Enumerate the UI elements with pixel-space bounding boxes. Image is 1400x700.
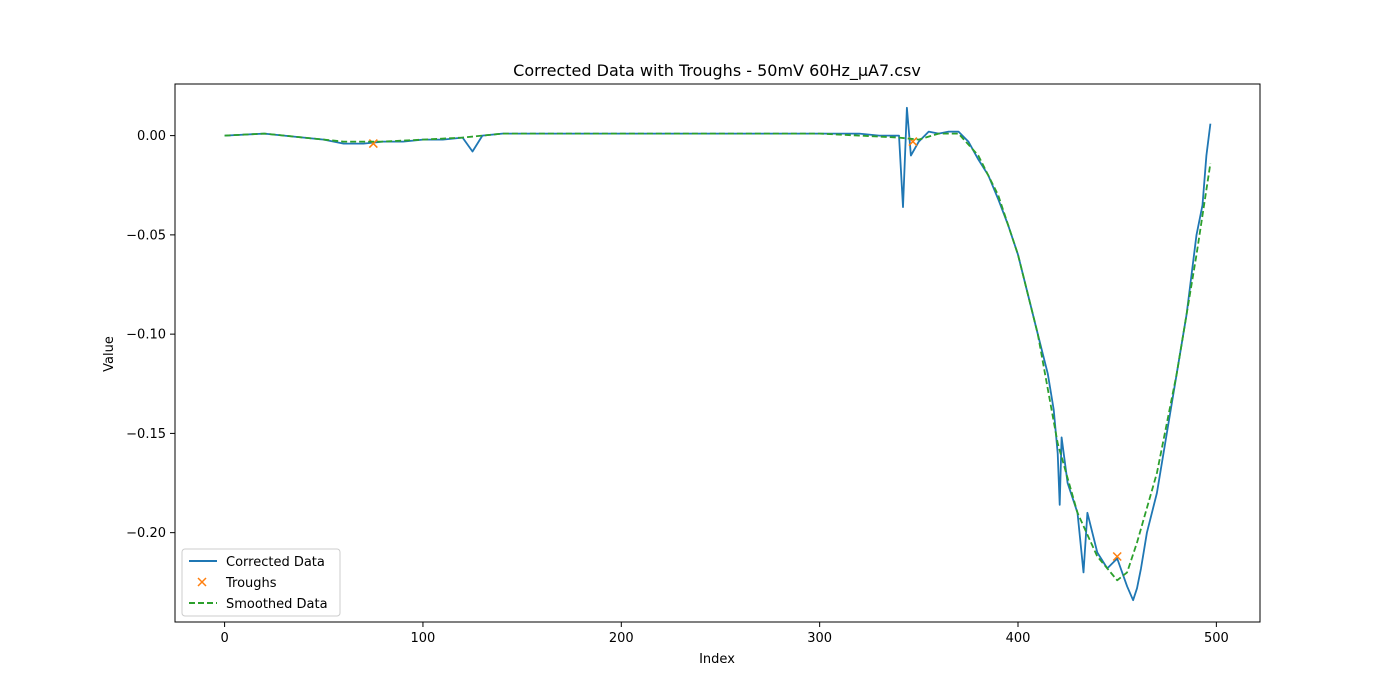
y-axis: 0.00 −0.05 −0.10 −0.15 −0.20 bbox=[126, 129, 175, 541]
legend-box bbox=[181, 548, 341, 617]
y-tick-label: −0.15 bbox=[126, 427, 166, 442]
legend-label-corrected-data: Corrected Data bbox=[226, 555, 325, 570]
x-axis-label: Index bbox=[699, 652, 735, 667]
y-tick-label: −0.20 bbox=[126, 526, 166, 541]
series-line-corrected-data bbox=[224, 106, 1212, 602]
x-tick-label: 200 bbox=[609, 631, 634, 646]
series-line-smoothed-data bbox=[224, 132, 1212, 582]
trough-marker bbox=[1112, 551, 1122, 562]
legend-swatch-troughs bbox=[197, 577, 207, 587]
x-tick-label: 300 bbox=[807, 631, 832, 646]
y-axis-label: Value bbox=[102, 336, 117, 372]
y-tick-label: −0.10 bbox=[126, 328, 166, 343]
x-axis: 0 100 200 300 400 500 bbox=[220, 622, 1229, 646]
y-tick-label: 0.00 bbox=[137, 129, 166, 144]
series-layer bbox=[224, 106, 1212, 602]
chart-title: Corrected Data with Troughs - 50mV 60Hz_… bbox=[513, 61, 921, 81]
x-tick-label: 0 bbox=[220, 631, 228, 646]
legend-label-smoothed-data: Smoothed Data bbox=[226, 597, 328, 612]
plot-area bbox=[174, 83, 1261, 623]
legend-label-troughs: Troughs bbox=[225, 576, 277, 591]
y-tick-label: −0.05 bbox=[126, 228, 166, 243]
x-tick-label: 100 bbox=[411, 631, 436, 646]
x-tick-label: 400 bbox=[1006, 631, 1031, 646]
legend: Corrected Data Troughs Smoothed Data bbox=[181, 548, 341, 617]
x-tick-label: 500 bbox=[1204, 631, 1229, 646]
